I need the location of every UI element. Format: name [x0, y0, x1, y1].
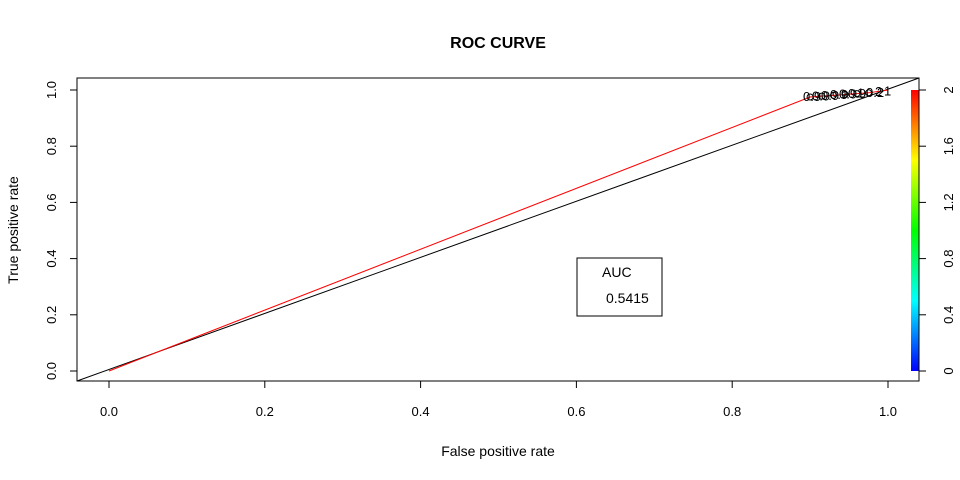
x-tick-label: 1.0	[879, 404, 897, 419]
colorbar-tick-label: 1.2	[941, 193, 956, 211]
y-tick-label: 0.4	[44, 250, 59, 268]
threshold-point	[806, 93, 814, 101]
threshold-label: 0.9	[812, 88, 830, 103]
colorbar-tick-label: 1.6	[941, 137, 956, 155]
y-tick-label: 0.2	[44, 306, 59, 324]
colorbar-gradient	[911, 90, 919, 371]
y-axis-label: True positive rate	[5, 176, 21, 284]
threshold-point	[841, 90, 849, 98]
threshold-label: 0.9	[839, 87, 857, 102]
legend-box	[576, 257, 663, 317]
threshold-labels: 0.90.90.90.90.90.91 0.22 1	[803, 84, 891, 104]
colorbar-tick-label: 0.8	[941, 250, 956, 268]
legend-title: AUC	[602, 264, 632, 280]
threshold-point	[865, 89, 873, 97]
threshold-point	[853, 90, 861, 98]
threshold-label: 2	[875, 84, 882, 99]
colorbar-tick-label: 0	[941, 367, 956, 374]
x-tick-label: 0.8	[723, 404, 741, 419]
threshold-points	[806, 89, 873, 101]
x-tick-label: 0.4	[412, 404, 430, 419]
chart-title: ROC CURVE	[450, 35, 546, 52]
auc-legend: AUC 0.5415	[576, 257, 663, 317]
x-tick-label: 0.0	[100, 404, 118, 419]
threshold-label: 0.9	[848, 86, 866, 101]
roc-series-line	[108, 89, 889, 372]
colorbar: 0 0.4 0.8 1.2 1.6 2	[911, 86, 956, 375]
threshold-point	[829, 91, 837, 99]
threshold-label: 0.2	[866, 85, 884, 100]
y-tick-label: 1.0	[44, 81, 59, 99]
y-tick-label: 0.0	[44, 362, 59, 380]
y-axis: 0.0 0.2 0.4 0.6 0.8 1.0	[44, 81, 78, 380]
colorbar-tick-label: 0.4	[941, 306, 956, 324]
threshold-point	[818, 92, 826, 100]
x-axis: 0.0 0.2 0.4 0.6 0.8 1.0	[100, 380, 897, 419]
reference-diagonal-line	[76, 77, 920, 382]
x-axis-label: False positive rate	[441, 443, 555, 459]
colorbar-tick-label: 2	[941, 86, 956, 93]
legend-value: 0.5415	[606, 290, 649, 306]
threshold-label: 1	[857, 85, 864, 100]
threshold-label: 0.9	[803, 89, 821, 104]
x-tick-label: 0.6	[567, 404, 585, 419]
y-tick-label: 0.8	[44, 137, 59, 155]
threshold-label: 0.9	[830, 87, 848, 102]
x-tick-label: 0.2	[256, 404, 274, 419]
y-tick-label: 0.6	[44, 193, 59, 211]
threshold-label: 1	[884, 84, 891, 99]
threshold-label: 0.9	[821, 88, 839, 103]
